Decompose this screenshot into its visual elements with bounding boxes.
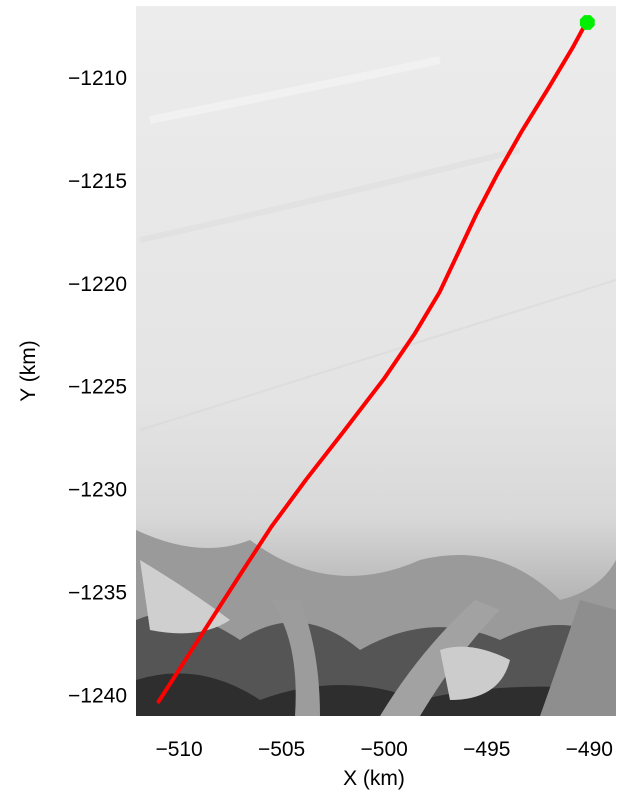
x-axis-ticks: −510 −505 −500 −495 −490 (155, 738, 613, 761)
marker-layer (579, 15, 595, 30)
x-tick-label: −500 (361, 738, 408, 761)
y-tick-label: −1235 (68, 582, 127, 605)
y-axis-ticks: −1210 −1215 −1220 −1225 −1230 −1235 −1240 (68, 67, 127, 707)
x-axis-title: X (km) (343, 767, 405, 790)
y-tick-label: −1225 (68, 376, 127, 399)
y-tick-label: −1210 (68, 67, 127, 90)
series-layer (156, 22, 588, 704)
y-tick-label: −1230 (68, 479, 127, 502)
x-tick-label: −495 (463, 738, 510, 761)
satellite-image-background (136, 6, 616, 716)
x-tick-label: −505 (258, 738, 305, 761)
y-axis-title: Y (km) (17, 340, 40, 401)
y-tick-label: −1220 (68, 273, 127, 296)
start-point-marker-0 (579, 15, 595, 30)
x-tick-label: −510 (155, 738, 202, 761)
y-tick-label: −1240 (68, 684, 127, 707)
flowline-series-0 (156, 22, 588, 704)
x-tick-label: −490 (566, 738, 613, 761)
y-tick-label: −1215 (68, 170, 127, 193)
